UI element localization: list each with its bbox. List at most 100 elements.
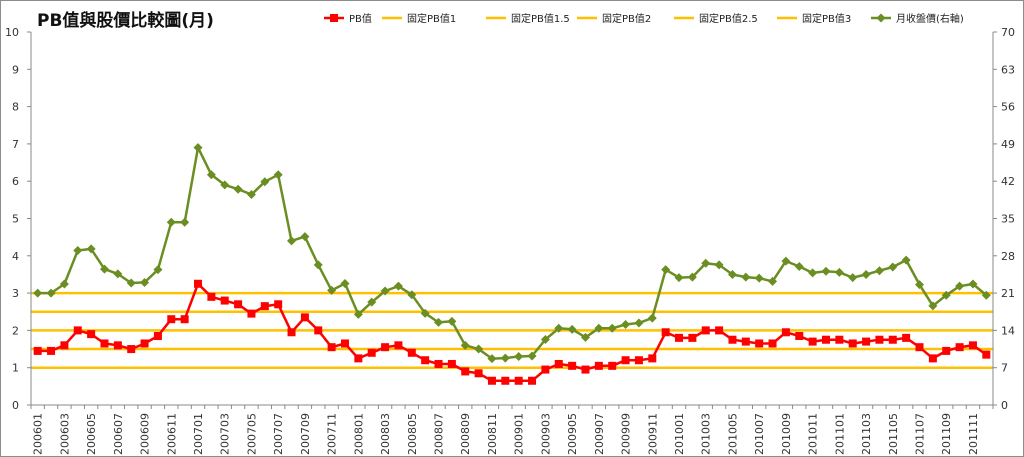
legend-marker — [876, 13, 886, 23]
pb-point — [60, 341, 69, 350]
price-point — [447, 316, 457, 326]
price-point — [674, 273, 684, 283]
x-tick-label: 201003 — [700, 413, 713, 455]
price-point — [834, 267, 844, 277]
price-point — [955, 281, 965, 291]
right-tick-label: 21 — [1001, 287, 1015, 300]
pb-point — [621, 356, 630, 365]
pb-point — [701, 326, 710, 335]
pb-point — [434, 359, 443, 368]
pb-point — [514, 376, 523, 385]
price-point — [848, 273, 858, 283]
x-tick-label: 200605 — [85, 413, 98, 455]
x-tick-label: 201111 — [967, 413, 980, 455]
x-tick-label: 200901 — [513, 413, 526, 455]
pb-point — [795, 331, 804, 340]
pb-point — [461, 367, 470, 376]
pb-point — [220, 296, 229, 305]
pb-point — [968, 341, 977, 350]
price-point — [487, 354, 497, 364]
price-point — [821, 266, 831, 276]
pb-point — [474, 369, 483, 378]
price-point — [353, 309, 363, 319]
pb-point — [594, 361, 603, 370]
right-tick-label: 42 — [1001, 175, 1015, 188]
pb-point — [153, 331, 162, 340]
x-tick-label: 200803 — [379, 413, 392, 455]
price-point — [300, 232, 310, 242]
legend-label: 固定PB值3 — [802, 12, 851, 25]
pb-point — [234, 300, 243, 309]
price-point — [714, 260, 724, 270]
pb-point — [581, 365, 590, 374]
x-tick-label: 200905 — [566, 413, 579, 455]
price-point — [287, 236, 297, 246]
x-tick-label: 200607 — [112, 413, 125, 455]
price-point — [901, 255, 911, 265]
x-tick-label: 200805 — [406, 413, 419, 455]
price-point — [99, 264, 109, 274]
x-tick-label: 201109 — [940, 413, 953, 455]
x-tick-label: 201009 — [780, 413, 793, 455]
price-point — [968, 279, 978, 289]
pb-point — [741, 337, 750, 346]
x-tick-label: 201011 — [807, 413, 820, 455]
x-tick-label: 200911 — [646, 413, 659, 455]
price-point — [554, 323, 564, 333]
left-tick-label: 5 — [12, 213, 19, 226]
right-tick-label: 63 — [1001, 63, 1015, 76]
price-point — [647, 313, 657, 323]
legend-label: PB值 — [349, 12, 372, 25]
left-tick-label: 1 — [12, 362, 19, 375]
left-tick-label: 10 — [5, 26, 19, 39]
price-point — [500, 353, 510, 363]
right-tick-label: 35 — [1001, 213, 1015, 226]
right-tick-label: 56 — [1001, 101, 1015, 114]
x-tick-label: 200707 — [272, 413, 285, 455]
price-point — [474, 344, 484, 354]
pb-point — [715, 326, 724, 335]
price-point — [794, 261, 804, 271]
left-tick-label: 0 — [12, 399, 19, 412]
pb-point — [381, 343, 390, 352]
price-point — [888, 262, 898, 272]
pb-point — [648, 354, 657, 363]
pb-point — [113, 341, 122, 350]
pb-point — [902, 333, 911, 342]
price-point — [928, 301, 938, 311]
price-point — [166, 217, 176, 227]
price-point — [86, 244, 96, 254]
pb-point — [354, 354, 363, 363]
x-tick-label: 201101 — [833, 413, 846, 455]
price-point — [580, 332, 590, 342]
right-tick-label: 28 — [1001, 250, 1015, 263]
pb-point — [875, 335, 884, 344]
x-tick-label: 200705 — [245, 413, 258, 455]
x-tick-label: 201103 — [860, 413, 873, 455]
pb-point — [127, 345, 136, 354]
pb-point — [888, 335, 897, 344]
price-point — [313, 260, 323, 270]
left-tick-label: 6 — [12, 175, 19, 188]
price-point — [701, 258, 711, 268]
pb-point — [568, 361, 577, 370]
pb-point — [367, 348, 376, 357]
series-group — [33, 143, 991, 385]
pb-point — [33, 346, 42, 355]
pb-point — [87, 330, 96, 339]
pb-point — [781, 328, 790, 337]
chart-title: PB值與股價比較圖(月) — [37, 10, 214, 31]
pb-point — [608, 361, 617, 370]
price-point — [273, 170, 283, 180]
pb-point — [100, 339, 109, 348]
price-point — [540, 334, 550, 344]
pb-point — [314, 326, 323, 335]
price-point — [567, 324, 577, 334]
series-line-0 — [37, 282, 988, 383]
pb-point — [501, 376, 510, 385]
price-point — [941, 290, 951, 300]
pb-point — [340, 339, 349, 348]
pb-point — [194, 279, 203, 288]
price-point — [380, 286, 390, 296]
